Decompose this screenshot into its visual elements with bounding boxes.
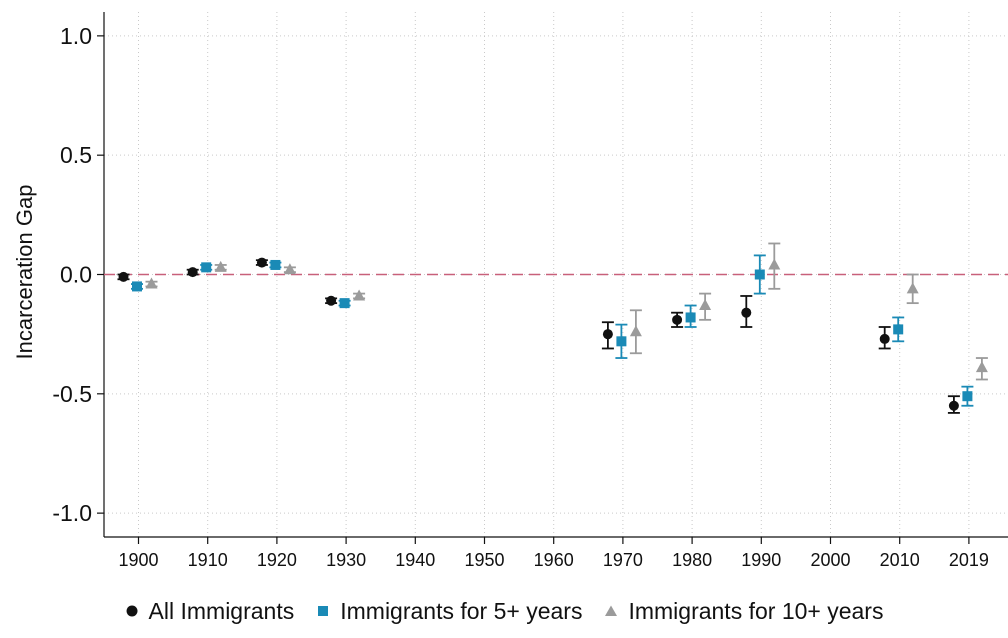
data-point: [353, 289, 366, 301]
x-tick-label: 1900: [118, 550, 158, 570]
x-tick-label: 1980: [672, 550, 712, 570]
x-tick-label: 1990: [741, 550, 781, 570]
x-tick-label: 2000: [810, 550, 850, 570]
y-axis-label: Incarceration Gap: [12, 185, 37, 360]
data-point: [879, 333, 890, 344]
data-point: [270, 259, 281, 270]
series-circle: [117, 257, 960, 414]
x-tick-label: 2019: [949, 550, 989, 570]
legend-label: Immigrants for 5+ years: [340, 597, 583, 624]
y-tick-label: 0.0: [60, 262, 92, 288]
data-point: [962, 391, 973, 402]
y-tick-label: 1.0: [60, 23, 92, 49]
data-point: [187, 267, 198, 278]
data-point: [118, 271, 129, 282]
y-tick-label: -0.5: [52, 381, 92, 407]
data-point: [256, 257, 267, 268]
legend-item-immigrants-10-years: Immigrants for 10+ years: [604, 598, 883, 625]
data-point: [754, 269, 765, 280]
data-point: [132, 281, 142, 292]
data-point: [699, 299, 712, 311]
x-tick-label: 1910: [188, 550, 228, 570]
data-point: [685, 312, 696, 323]
data-point: [283, 263, 296, 275]
marks-layer: [117, 242, 988, 414]
data-point: [214, 260, 227, 272]
legend-label: All Immigrants: [148, 597, 295, 624]
series-square: [131, 254, 974, 407]
x-tick-label: 1940: [395, 550, 435, 570]
data-point: [948, 400, 959, 411]
data-point: [602, 329, 613, 340]
circle-marker-icon: [126, 605, 138, 617]
x-tick-label: 1970: [603, 550, 643, 570]
axes-layer: 1.0 0.5 0.0 -0.5 -1.0 1900 1910 1920 1930 1940 195…: [52, 12, 1008, 570]
data-point: [326, 295, 337, 306]
data-point: [201, 262, 212, 273]
data-point: [339, 298, 350, 309]
x-tick-label: 1930: [326, 550, 366, 570]
y-tick-label: -1.0: [52, 500, 92, 526]
x-tick-label: 1950: [464, 550, 504, 570]
legend-item-all-immigrants: All Immigrants: [125, 597, 295, 625]
data-point: [145, 277, 158, 289]
triangle-marker-icon: [605, 605, 618, 616]
data-point: [629, 325, 642, 337]
x-tick-label: 1960: [534, 550, 574, 570]
x-tick-label: 1920: [257, 550, 297, 570]
legend-item-immigrants-5-years: Immigrants for 5+ years: [316, 598, 582, 625]
y-tick-label: 0.5: [60, 142, 92, 168]
square-marker-icon: [318, 606, 329, 616]
x-tick-label: 2010: [880, 550, 920, 570]
data-point: [672, 314, 683, 325]
data-point: [975, 361, 988, 373]
legend: All Immigrants Immigrants for 5+ years I…: [0, 594, 1008, 628]
data-point: [893, 324, 904, 335]
data-point: [768, 258, 781, 270]
data-point: [616, 336, 627, 347]
data-point: [906, 282, 919, 294]
series-triangle: [145, 242, 988, 381]
legend-label: Immigrants for 10+ years: [628, 597, 884, 624]
data-point: [741, 307, 752, 318]
